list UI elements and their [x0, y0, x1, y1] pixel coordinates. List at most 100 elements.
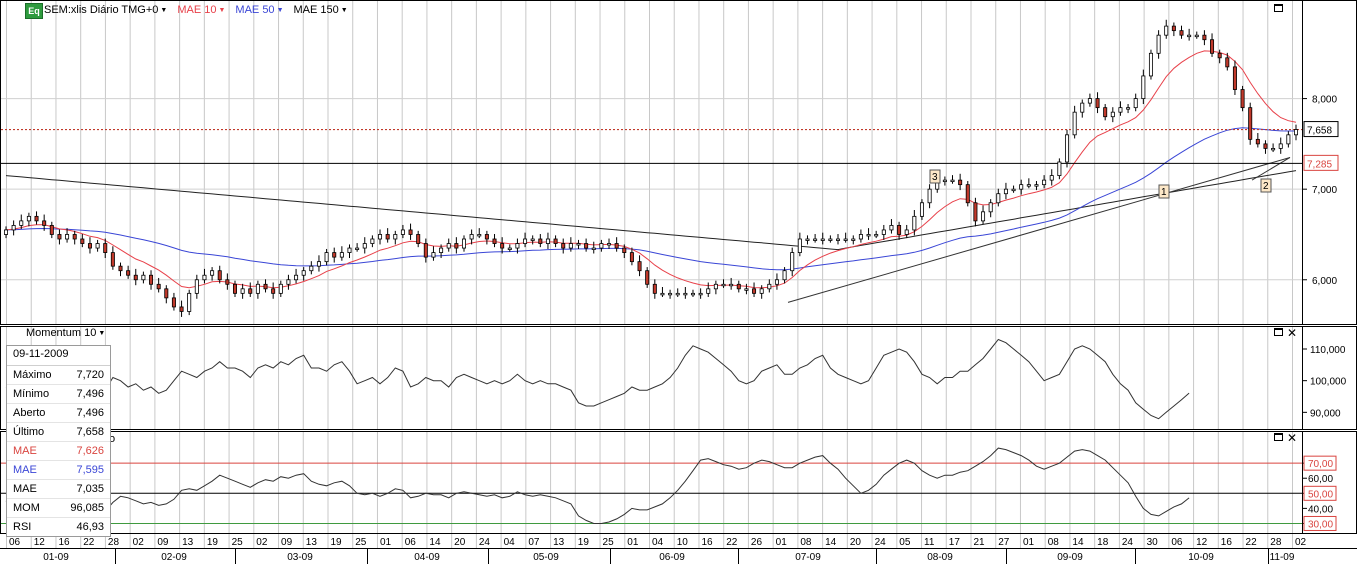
candle-body	[1057, 161, 1062, 176]
rsi-tick-label: 50,00	[1308, 489, 1333, 500]
candle-body	[1034, 184, 1039, 187]
info-row-label: RSI	[13, 521, 32, 533]
candle-body	[660, 292, 665, 296]
candle-body	[87, 243, 92, 249]
candle-body	[1194, 34, 1199, 38]
maximize-icon[interactable]	[1274, 433, 1283, 441]
candle-body	[80, 238, 85, 244]
x-month-label: 07-09	[795, 552, 821, 563]
rsi-title[interactable]: o	[109, 433, 115, 445]
x-day-label: 12	[1196, 537, 1208, 548]
candle-body	[1156, 34, 1161, 54]
momentum-tick-label: 100,000	[1310, 377, 1347, 388]
candle-body	[996, 193, 1001, 204]
candle-body	[263, 283, 268, 290]
x-day-label: 16	[1221, 537, 1233, 548]
candle-body	[1187, 34, 1192, 38]
candle-body	[477, 234, 482, 237]
candle-body	[385, 234, 390, 240]
close-icon[interactable]: ✕	[1287, 326, 1298, 340]
x-day-label: 01	[1023, 537, 1035, 548]
candle-body	[515, 243, 520, 249]
price-panel-buttons	[1274, 4, 1283, 12]
candle-body	[34, 215, 39, 222]
candle-body	[927, 188, 932, 204]
maximize-icon[interactable]	[1274, 328, 1283, 336]
mae50-selector[interactable]: MAE 50 ▼	[235, 4, 283, 16]
x-day-label: 06	[1171, 537, 1183, 548]
candle-body	[225, 279, 230, 285]
x-day-label: 01	[776, 537, 788, 548]
info-row: MAE 7,035	[7, 480, 110, 499]
rsi-tick-box	[1303, 455, 1337, 471]
x-day-label: 22	[83, 537, 95, 548]
candle-body	[950, 179, 955, 183]
info-row-label: Mínimo	[13, 388, 50, 400]
x-day-label: 28	[1270, 537, 1282, 548]
candle-body	[851, 238, 856, 241]
candle-body	[1240, 89, 1245, 109]
candle-body	[431, 252, 436, 258]
momentum-title[interactable]: Momentum 10 ▼	[26, 327, 105, 339]
annotation-label: 1	[1161, 187, 1167, 198]
candle-body	[133, 274, 138, 281]
candle-body	[736, 283, 741, 290]
x-month-label: 09-09	[1057, 552, 1083, 563]
x-day-label: 09	[157, 537, 169, 548]
x-day-label: 30	[1147, 537, 1159, 548]
chevron-down-icon: ▼	[276, 6, 284, 14]
info-row-value: 96,085	[70, 502, 104, 514]
candle-body	[820, 238, 825, 241]
candle-body	[958, 179, 963, 186]
mae150-selector[interactable]: MAE 150 ▼	[294, 4, 348, 16]
x-day-label: 02	[133, 537, 145, 548]
candle-body	[492, 238, 497, 244]
candle-body	[1087, 98, 1092, 104]
x-month-label: 02-09	[161, 552, 187, 563]
candle-body	[981, 211, 986, 222]
info-row-label: Último	[13, 426, 45, 438]
candle-body	[836, 238, 841, 241]
candle-body	[866, 234, 871, 237]
x-day-label: 28	[108, 537, 120, 548]
maximize-icon[interactable]	[1274, 4, 1283, 12]
candle-body	[248, 288, 253, 294]
candle-body	[65, 234, 70, 240]
candle-body	[614, 243, 619, 249]
symbol-selector[interactable]: SEM:xlis Diário TMG+0 ▼	[44, 4, 167, 16]
candle-body	[1133, 98, 1138, 109]
candle-body	[790, 252, 795, 272]
x-day-label: 05	[899, 537, 911, 548]
info-row-value: 7,595	[76, 464, 104, 476]
x-day-label: 25	[603, 537, 615, 548]
candle-body	[523, 238, 528, 244]
rsi-title-label: o	[109, 433, 116, 445]
candle-body	[1217, 52, 1222, 59]
mae10-selector[interactable]: MAE 10 ▼	[177, 4, 225, 16]
annotation-box	[1158, 184, 1170, 199]
candle-body	[347, 247, 352, 253]
candle-body	[797, 238, 802, 253]
candle-body	[698, 292, 703, 296]
candle-body	[19, 220, 24, 226]
candle-body	[858, 234, 863, 240]
candle-body	[1248, 107, 1253, 140]
chart-legend: SEM:xlis Diário TMG+0 ▼ MAE 10 ▼ MAE 50 …	[44, 2, 348, 18]
x-day-label: 20	[454, 537, 466, 548]
candle-body	[217, 270, 222, 281]
candle-body	[652, 283, 657, 294]
close-icon[interactable]: ✕	[1287, 431, 1298, 445]
candle-body	[576, 243, 581, 246]
candle-body	[897, 225, 902, 235]
candle-body	[187, 292, 192, 312]
candle-body	[332, 252, 337, 258]
candle-body	[713, 283, 718, 290]
candle-body	[973, 202, 978, 222]
momentum-tick-label: 110,000	[1310, 345, 1346, 356]
candle-body	[49, 225, 54, 235]
x-day-label: 20	[850, 537, 862, 548]
candle-body	[767, 283, 772, 290]
candle-body	[912, 215, 917, 231]
candle-body	[690, 292, 695, 296]
